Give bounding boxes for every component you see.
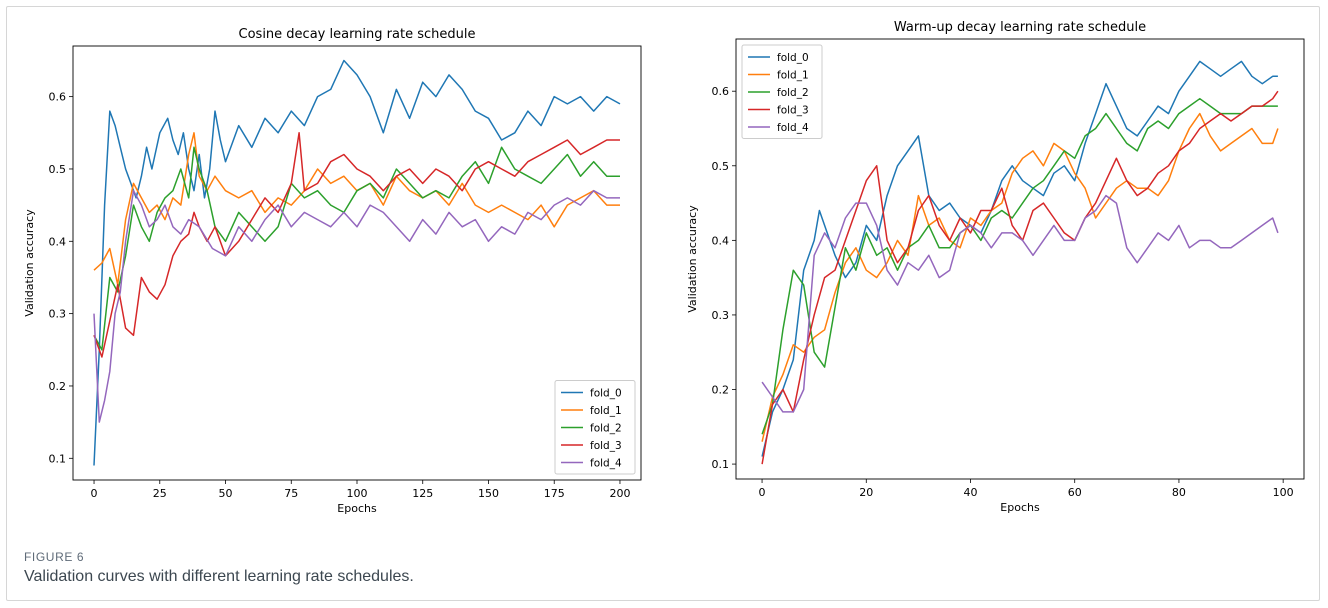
chart-title: Cosine decay learning rate schedule	[239, 27, 476, 42]
y-tick-label: 0.1	[712, 458, 730, 471]
figure-frame	[6, 6, 1320, 601]
legend-label: fold_2	[590, 423, 622, 435]
series-line-fold-4	[93, 189, 620, 423]
x-tick-label: 80	[1172, 486, 1186, 499]
series-line-fold-2	[761, 97, 1278, 435]
figure-caption: Validation curves with different learnin…	[24, 568, 414, 585]
x-tick-label: 200	[609, 487, 630, 500]
series-line-fold-3	[93, 132, 620, 358]
series-line-fold-2	[93, 146, 620, 351]
legend-label: fold_4	[590, 458, 622, 470]
y-tick-label: 0.5	[49, 163, 67, 176]
legend: fold_0 fold_1 fold_2 fold_3 fold_4	[741, 44, 823, 139]
x-tick-label: 40	[963, 486, 977, 499]
series-line-fold-1	[761, 112, 1279, 442]
legend-label: fold_1	[777, 70, 809, 82]
y-tick-label: 0.4	[712, 234, 730, 247]
legend-label: fold_0	[590, 388, 622, 400]
series-line-fold-0	[93, 59, 621, 466]
x-tick-label: 125	[412, 487, 433, 500]
legend-label: fold_0	[777, 52, 809, 64]
legend-label: fold_1	[590, 405, 622, 417]
series-line-fold-0	[761, 60, 1278, 457]
x-tick-label: 20	[859, 486, 873, 499]
x-tick-label: 100	[347, 487, 368, 500]
x-tick-label: 50	[219, 487, 233, 500]
x-tick-label: 75	[284, 487, 298, 500]
warmup-decay-chart: Warm-up decay learning rate schedule Epo…	[686, 20, 1305, 514]
y-tick-label: 0.6	[712, 85, 730, 98]
y-tick-label: 0.2	[712, 384, 730, 397]
x-tick-label: 175	[544, 487, 565, 500]
y-tick-label: 0.5	[712, 160, 730, 173]
y-tick-label: 0.4	[49, 235, 67, 248]
legend-box	[554, 380, 636, 475]
y-tick-label: 0.1	[49, 452, 67, 465]
x-tick-label: 0	[91, 487, 98, 500]
plot-area-frame	[735, 38, 1305, 480]
x-tick-label: 0	[759, 486, 766, 499]
legend-label: fold_2	[777, 87, 809, 99]
x-axis-label: Epochs	[1000, 501, 1040, 514]
y-tick-label: 0.3	[712, 309, 730, 322]
legend: fold_0 fold_1 fold_2 fold_3 fold_4	[554, 380, 636, 475]
legend-label: fold_3	[777, 105, 809, 117]
series-line-fold-1	[93, 132, 620, 286]
legend-box	[741, 44, 823, 139]
figure-charts: Cosine decay learning rate schedule Epoc…	[23, 20, 1305, 515]
x-axis-label: Epochs	[337, 502, 377, 515]
y-tick-label: 0.3	[49, 308, 67, 321]
y-axis-label: Validation accuracy	[23, 209, 36, 317]
y-tick-label: 0.6	[49, 91, 67, 104]
x-tick-label: 25	[153, 487, 167, 500]
x-tick-label: 60	[1068, 486, 1082, 499]
legend-label: fold_3	[590, 440, 622, 452]
series-line-fold-4	[761, 194, 1279, 413]
y-tick-label: 0.2	[49, 380, 67, 393]
cosine-decay-chart: Cosine decay learning rate schedule Epoc…	[23, 27, 642, 515]
figure-label: FIGURE 6	[24, 550, 85, 564]
x-tick-label: 100	[1273, 486, 1294, 499]
y-axis-label: Validation accuracy	[686, 205, 699, 313]
legend-label: fold_4	[777, 122, 809, 134]
chart-title: Warm-up decay learning rate schedule	[894, 20, 1146, 35]
x-tick-label: 150	[478, 487, 499, 500]
